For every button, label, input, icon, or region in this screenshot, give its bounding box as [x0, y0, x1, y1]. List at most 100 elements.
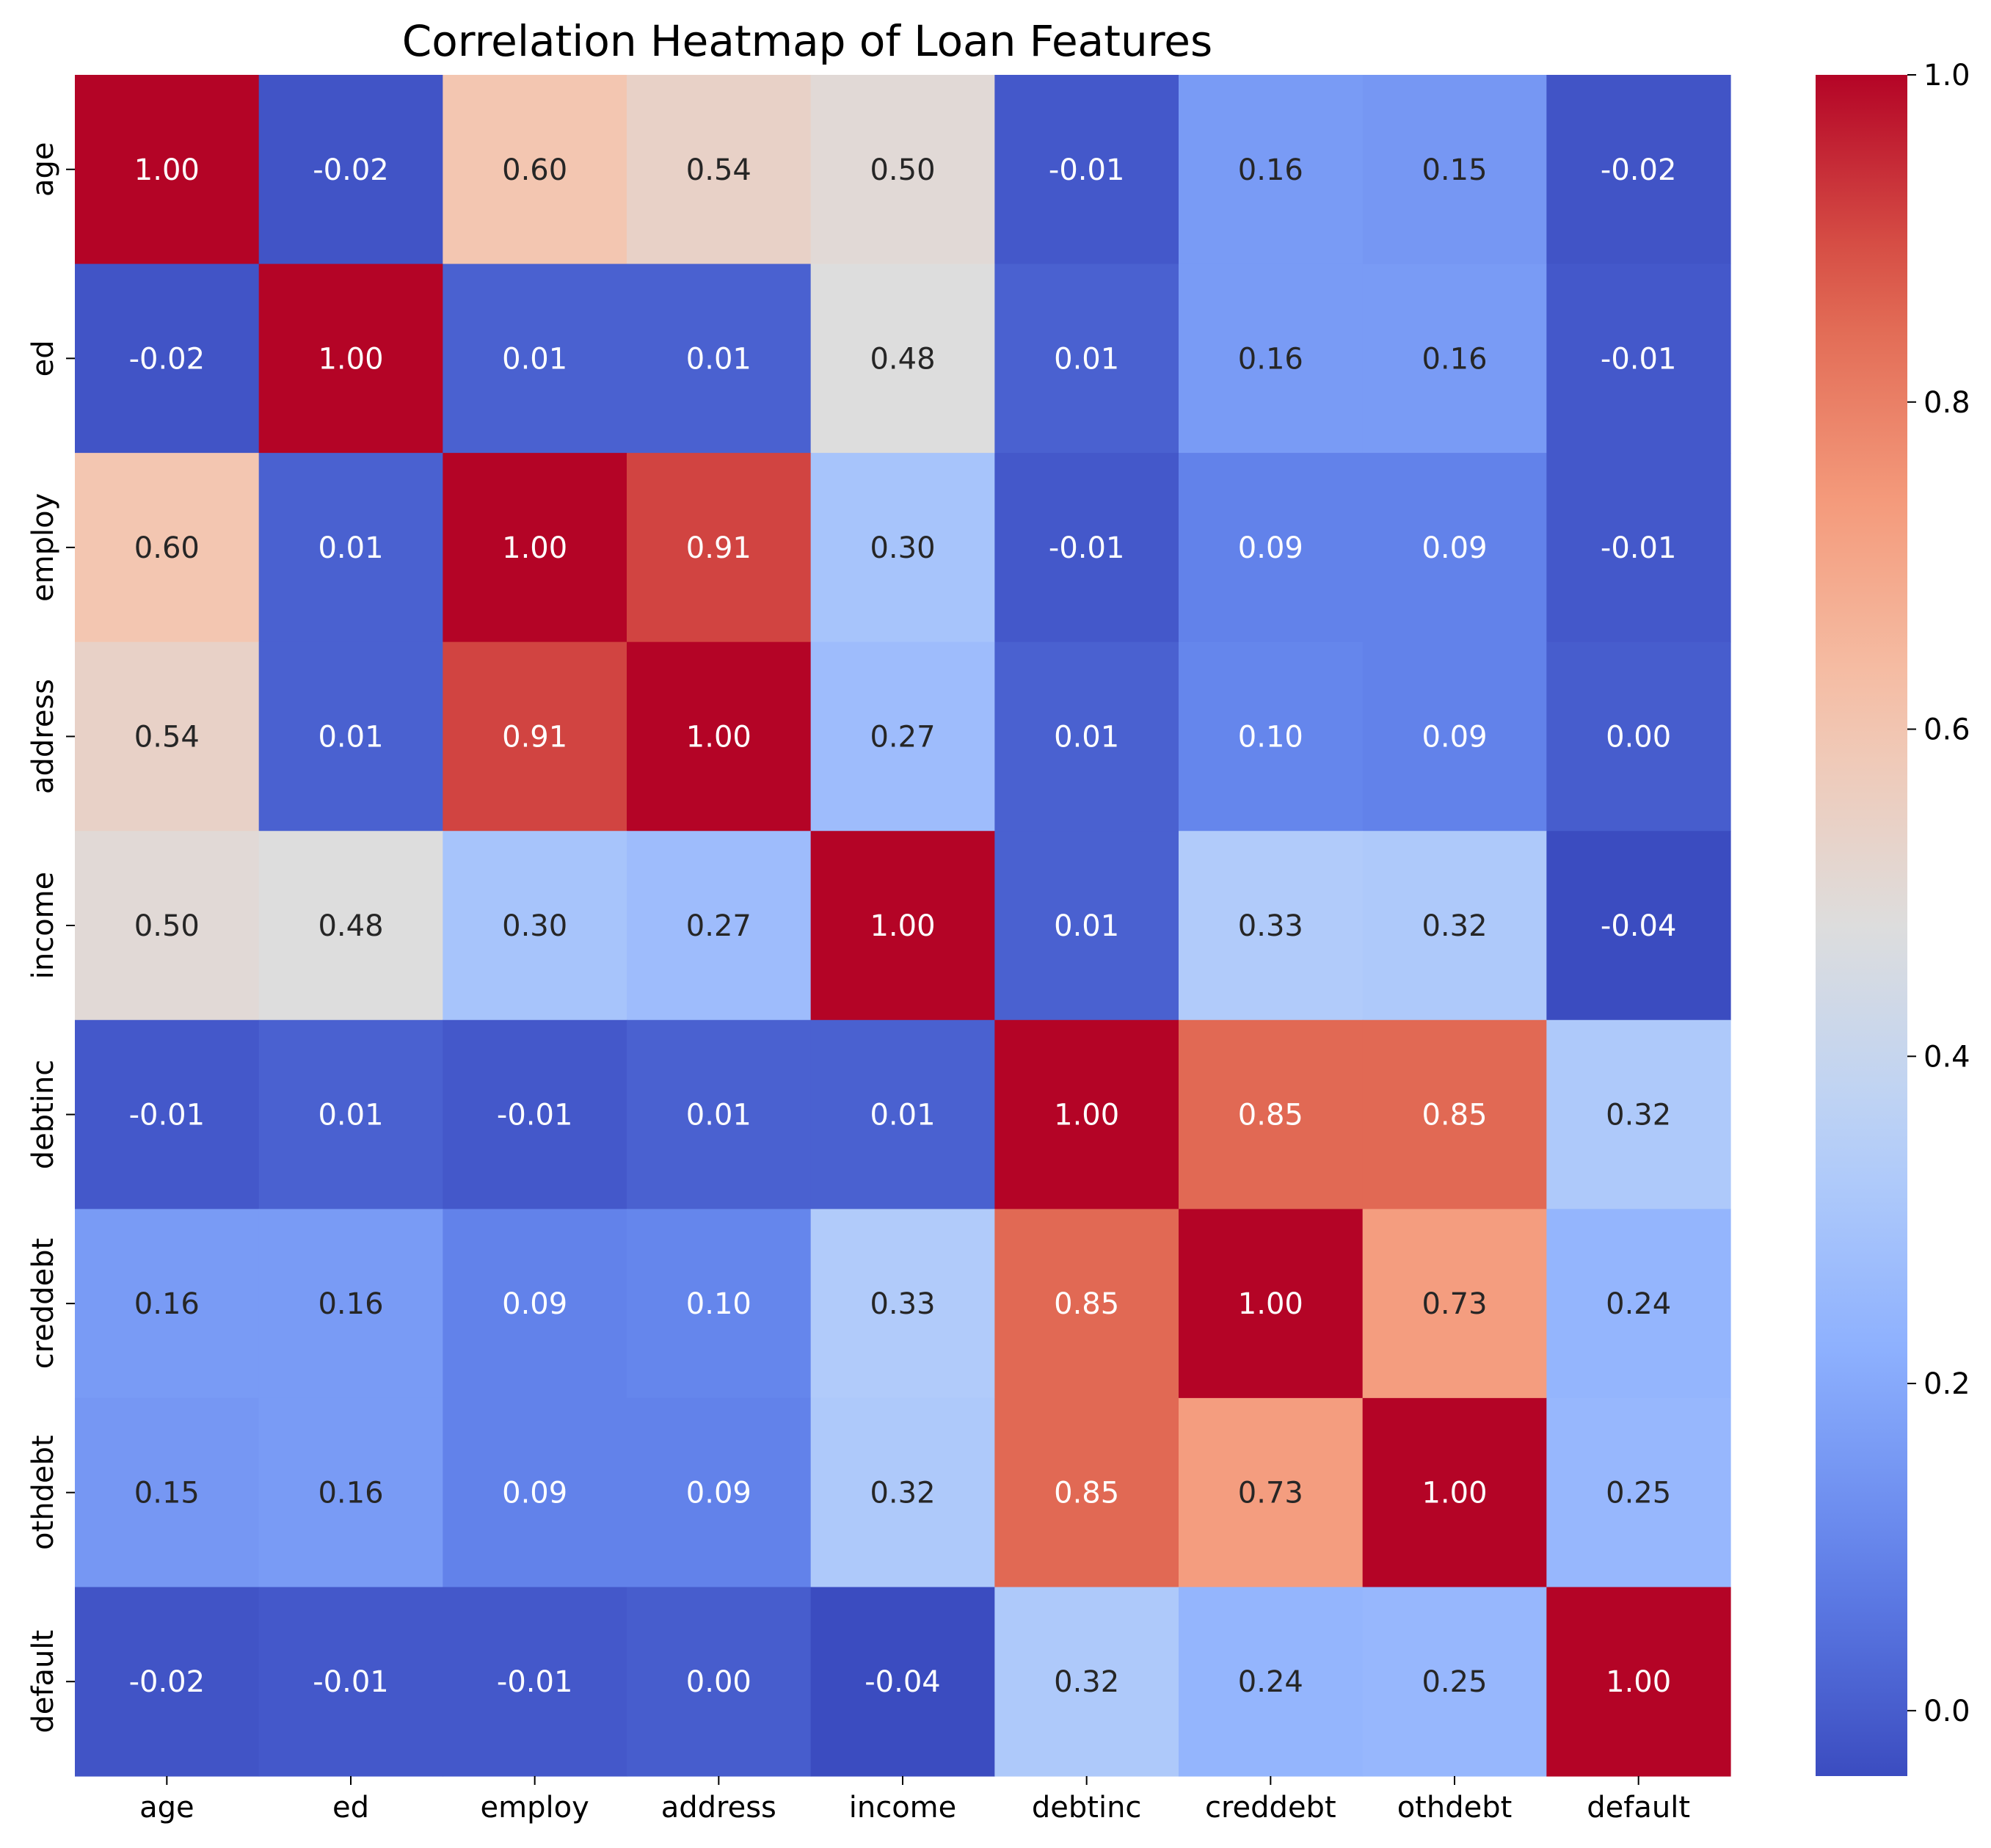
cell-value-label: 0.32 — [870, 1477, 935, 1510]
heatmap-cell — [994, 1397, 1179, 1588]
heatmap-cell — [1362, 831, 1547, 1021]
cell-value-label: 0.09 — [1238, 531, 1303, 565]
heatmap-cell — [810, 75, 995, 265]
cell-value-label: -0.01 — [497, 1099, 573, 1132]
heatmap-cell — [627, 1587, 812, 1777]
cell-value-label: 0.16 — [1238, 153, 1303, 187]
cell-value-label: 0.00 — [686, 1665, 751, 1699]
heatmap-cell — [810, 1209, 995, 1399]
cell-value-label: -0.01 — [1049, 153, 1125, 187]
cell-value-label: 1.00 — [870, 909, 935, 943]
heatmap-cell — [994, 1587, 1179, 1777]
heatmap-cell — [75, 1019, 260, 1209]
heatmap-cell — [627, 263, 812, 454]
heatmap-cell — [1546, 641, 1731, 832]
cell-value-label: -0.01 — [1601, 342, 1677, 376]
y-tick-label: debtinc — [26, 1060, 60, 1170]
heatmap-cell — [258, 263, 443, 454]
x-tick-label: employ — [481, 1791, 589, 1825]
heatmap-cell — [75, 453, 260, 643]
colorbar-tick-label: 0.8 — [1923, 386, 1970, 420]
colorbar-tick-label: 0.6 — [1923, 713, 1970, 747]
heatmap-cell — [1546, 1019, 1731, 1209]
cell-value-label: 0.54 — [134, 720, 200, 754]
cell-value-label: -0.04 — [865, 1665, 941, 1699]
cell-value-label: 0.48 — [870, 342, 935, 376]
cell-value-label: 0.09 — [1422, 531, 1487, 565]
y-tick-label: age — [26, 142, 60, 197]
colorbar-tick-label: 1.0 — [1923, 59, 1970, 92]
cell-value-label: 0.33 — [870, 1287, 935, 1321]
cell-value-label: -0.01 — [497, 1665, 573, 1699]
heatmap-cell — [1179, 1209, 1364, 1399]
heatmap-cell — [258, 641, 443, 832]
heatmap-cell — [258, 1019, 443, 1209]
x-tick-label: ed — [332, 1791, 369, 1825]
cell-value-label: 0.09 — [502, 1287, 567, 1321]
cell-value-label: 0.32 — [1606, 1099, 1671, 1132]
heatmap-cell — [75, 1209, 260, 1399]
y-tick-label: address — [26, 679, 60, 794]
cell-value-label: 0.54 — [686, 153, 751, 187]
heatmap-cell — [810, 263, 995, 454]
cell-value-label: 0.85 — [1238, 1099, 1303, 1132]
heatmap-cell — [1362, 75, 1547, 265]
heatmap-cell — [810, 641, 995, 832]
cell-value-label: 0.01 — [870, 1099, 935, 1132]
heatmap-cell — [810, 453, 995, 643]
heatmap-cell — [810, 1397, 995, 1588]
cell-value-label: 0.91 — [686, 531, 751, 565]
cell-value-label: 0.32 — [1054, 1665, 1119, 1699]
cell-value-label: 0.24 — [1238, 1665, 1303, 1699]
cell-value-label: 0.16 — [134, 1287, 200, 1321]
heatmap-cell — [994, 641, 1179, 832]
heatmap-cell — [627, 453, 812, 643]
colorbar-tick-label: 0.2 — [1923, 1367, 1970, 1401]
cell-value-label: -0.02 — [1601, 153, 1677, 187]
heatmap-cell — [75, 1587, 260, 1777]
cell-value-label: 0.15 — [1422, 153, 1487, 187]
heatmap-cell — [627, 75, 812, 265]
cell-value-label: -0.02 — [129, 342, 205, 376]
heatmap-cell — [1179, 831, 1364, 1021]
heatmap-cell — [994, 263, 1179, 454]
cell-value-label: 0.30 — [870, 531, 935, 565]
heatmap-cell — [443, 263, 627, 454]
heatmap-cell — [258, 1209, 443, 1399]
x-tick-label: default — [1587, 1791, 1690, 1825]
heatmap-cell — [1546, 75, 1731, 265]
cell-value-label: 0.32 — [1422, 909, 1487, 943]
heatmap-cell — [443, 453, 627, 643]
heatmap-cell — [810, 1019, 995, 1209]
heatmap-cell — [1179, 1587, 1364, 1777]
heatmap-cell — [994, 1209, 1179, 1399]
cell-value-label: 0.91 — [502, 720, 567, 754]
heatmap-cell — [1362, 1587, 1547, 1777]
cell-value-label: 0.16 — [1238, 342, 1303, 376]
cell-value-label: 0.33 — [1238, 909, 1303, 943]
cell-value-label: 1.00 — [1606, 1665, 1671, 1699]
cell-value-label: 0.60 — [502, 153, 567, 187]
heatmap-cell — [443, 1019, 627, 1209]
heatmap-cell — [1546, 1397, 1731, 1588]
heatmap-cell — [75, 641, 260, 832]
colorbar: 0.0 0.2 0.4 0.6 0.8 1.0 — [1816, 59, 1970, 1776]
heatmap-cell — [627, 641, 812, 832]
heatmap-cell — [1362, 1019, 1547, 1209]
cell-value-label: 0.01 — [318, 720, 383, 754]
cell-value-label: -0.02 — [313, 153, 389, 187]
y-tick-label: othdebt — [26, 1435, 60, 1550]
cell-value-label: -0.04 — [1601, 909, 1677, 943]
cell-value-label: 0.24 — [1606, 1287, 1671, 1321]
heatmap-cell — [443, 1397, 627, 1588]
heatmap-cell — [75, 1397, 260, 1588]
heatmap-cells — [75, 75, 1731, 1777]
heatmap-cell — [1362, 641, 1547, 832]
heatmap-cell — [1362, 453, 1547, 643]
cell-value-label: 0.15 — [134, 1477, 200, 1510]
heatmap-cell — [1179, 1397, 1364, 1588]
cell-value-label: 0.48 — [318, 909, 383, 943]
heatmap-cell — [994, 831, 1179, 1021]
x-tick-label: income — [849, 1791, 957, 1825]
